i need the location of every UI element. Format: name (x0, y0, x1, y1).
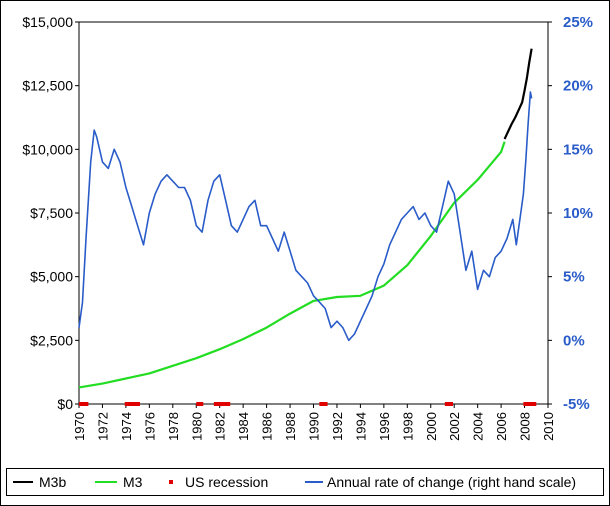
x-tick-label: 1972 (95, 412, 110, 441)
legend-label-us-recession: US recession (185, 474, 269, 490)
right-tick-label: 10% (563, 205, 593, 222)
chart-axes (75, 21, 552, 408)
right-tick-label: 25% (563, 14, 593, 31)
x-tick-label: 1994 (353, 412, 368, 441)
right-tick-label: -5% (563, 396, 590, 413)
chart-legend: M3b M3 US recession Annual rate of chang… (6, 468, 604, 496)
legend-item-annual-rate: Annual rate of change (right hand scale) (305, 469, 576, 495)
legend-swatch-m3 (95, 481, 117, 483)
recession-marker (523, 402, 537, 406)
recession-marker (319, 402, 328, 406)
left-tick-label: $0 (57, 396, 73, 412)
x-tick-label: 1996 (377, 412, 392, 441)
x-tick-label: 1982 (213, 412, 228, 441)
legend-swatch-m3b (13, 481, 33, 483)
left-tick-label: $7,500 (30, 205, 73, 221)
legend-label-m3b: M3b (39, 474, 67, 490)
x-tick-label: 1980 (189, 412, 204, 441)
legend-item-m3b: M3b (13, 469, 66, 495)
x-tick-label: 1986 (260, 412, 275, 441)
x-tick-label: 1978 (166, 412, 181, 441)
recession-marker (124, 402, 140, 406)
right-tick-label: 0% (563, 332, 585, 349)
x-tick-label: 1970 (72, 412, 87, 441)
recession-markers (79, 402, 537, 406)
m3b-line (503, 48, 533, 140)
right-tick-label: 15% (563, 141, 593, 158)
legend-label-annual-rate: Annual rate of change (right hand scale) (327, 474, 577, 490)
recession-marker (213, 402, 231, 406)
legend-item-m3: M3 (95, 469, 142, 495)
legend-label-m3: M3 (123, 474, 143, 490)
x-tick-label: 2000 (424, 412, 439, 441)
left-tick-label: $2,500 (30, 332, 73, 348)
recession-marker (196, 402, 204, 406)
x-tick-label: 1990 (307, 412, 322, 441)
right-tick-label: 5% (563, 269, 585, 286)
x-tick-label: 2010 (541, 412, 556, 441)
x-tick-label: 1984 (236, 412, 251, 441)
legend-swatch-recession (169, 480, 173, 484)
x-tick-label: 2002 (447, 412, 462, 441)
x-tick-label: 1988 (283, 412, 298, 441)
x-tick-label: 2008 (518, 412, 533, 441)
legend-item-us-recession: US recession (169, 469, 268, 495)
x-tick-label: 1992 (330, 412, 345, 441)
chart-tick-labels: $0 $2,500 $5,000 $7,500 $10,000 $12,500 $15,00… (22, 14, 593, 441)
left-tick-label: $15,000 (22, 14, 73, 30)
annual-rate-line (78, 91, 533, 342)
left-tick-label: $12,500 (22, 78, 73, 94)
x-tick-label: 2006 (494, 412, 509, 441)
legend-swatch-annual-rate (305, 481, 323, 483)
right-tick-label: 20% (563, 78, 593, 95)
x-tick-label: 1976 (142, 412, 157, 441)
x-tick-label: 1974 (119, 412, 134, 441)
x-tick-label: 1998 (400, 412, 415, 441)
m3-line (78, 141, 506, 389)
chart-series (78, 48, 533, 389)
recession-marker (444, 402, 454, 406)
x-tick-label: 2004 (471, 412, 486, 441)
left-tick-label: $5,000 (30, 269, 73, 285)
recession-marker (79, 402, 89, 406)
left-tick-label: $10,000 (22, 141, 73, 157)
